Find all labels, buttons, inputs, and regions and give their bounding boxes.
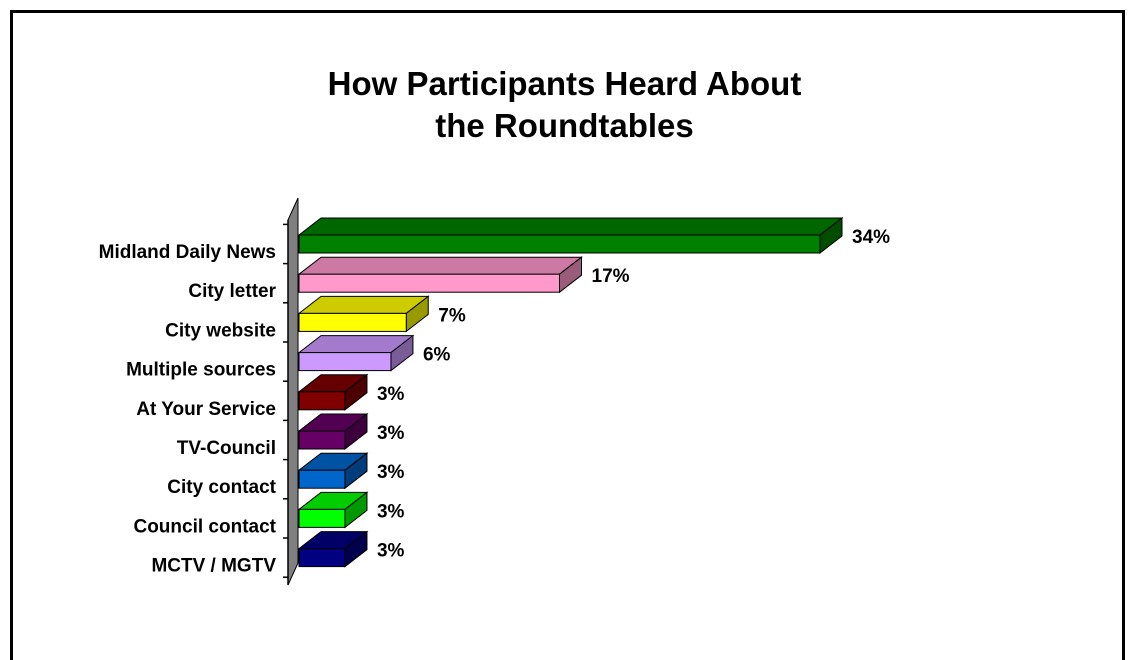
bar-4 — [297, 334, 415, 372]
bar-3 — [297, 295, 430, 333]
category-label: City contact — [167, 477, 276, 498]
category-label: Council contact — [133, 516, 276, 537]
value-label: 6% — [423, 345, 451, 366]
chart-title-line-2: the Roundtables — [435, 107, 694, 144]
value-label: 3% — [377, 501, 405, 522]
bar-front-face — [298, 352, 392, 372]
category-label: TV-Council — [177, 438, 276, 459]
value-label: 3% — [377, 541, 405, 562]
bars-layer — [297, 216, 844, 568]
value-label: 7% — [438, 305, 466, 326]
bar-8 — [297, 491, 369, 529]
bar-front-face — [298, 273, 560, 293]
bar-front-face — [298, 508, 346, 528]
chart-title: How Participants Heard About the Roundta… — [0, 63, 1129, 147]
bar-6 — [297, 412, 369, 451]
chart-frame — [10, 10, 1125, 660]
bar-front-face — [298, 312, 407, 332]
value-label: 3% — [377, 384, 405, 405]
value-label: 34% — [852, 227, 890, 248]
bar-1 — [297, 216, 844, 255]
bar-top-face — [297, 217, 844, 236]
axis-wall — [287, 197, 299, 586]
bar-5 — [297, 373, 369, 411]
bar-front-face — [298, 234, 821, 254]
bar-front-face — [298, 430, 346, 450]
category-label: City letter — [188, 281, 276, 302]
category-label: MCTV / MGTV — [151, 556, 276, 577]
bar-top-face — [297, 256, 583, 275]
bar-2 — [297, 256, 583, 294]
value-label: 17% — [592, 266, 630, 287]
value-label: 3% — [377, 423, 405, 444]
bar-9 — [297, 530, 369, 568]
category-label: City website — [165, 320, 276, 341]
bar-front-face — [298, 548, 346, 568]
category-label: Midland Daily News — [99, 242, 276, 263]
bar-7 — [297, 452, 369, 490]
category-label: Multiple sources — [126, 360, 276, 381]
labels-layer: Midland Daily News 34% City letter 17% City … — [99, 227, 891, 577]
bar-front-face — [298, 469, 346, 489]
axis-layer — [283, 197, 299, 586]
value-label: 3% — [377, 462, 405, 483]
bar-front-face — [298, 391, 346, 411]
category-label: At Your Service — [136, 399, 276, 420]
chart-title-line-1: How Participants Heard About — [327, 65, 802, 102]
